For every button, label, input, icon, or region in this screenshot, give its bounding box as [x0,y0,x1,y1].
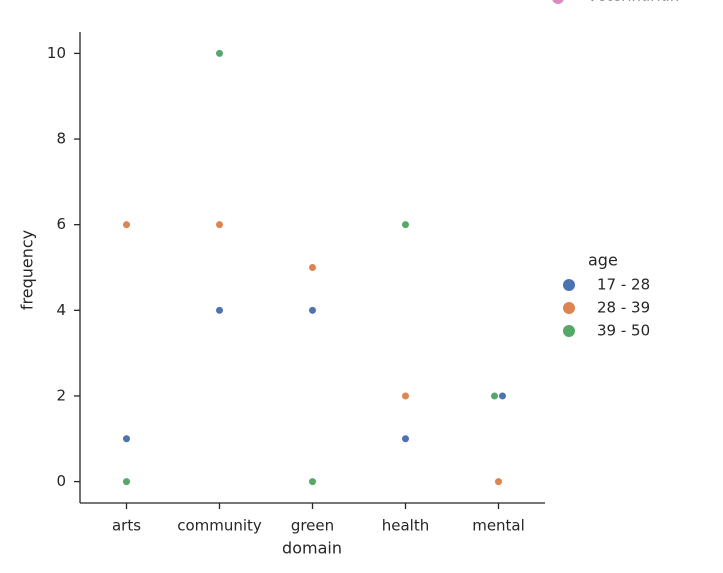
x-tick-label: arts [112,517,141,535]
y-axis-label: frequency [18,230,37,310]
legend-marker [563,325,575,337]
data-point [216,306,223,314]
data-point [402,221,409,229]
data-point [495,478,502,486]
legend-label: 17 - 28 [597,276,650,294]
data-point [309,264,316,271]
data-point [499,392,506,400]
legend-label: veterinarian [588,0,679,5]
x-tick-label: mental [472,517,525,535]
y-tick-label: 0 [56,472,66,490]
data-point [123,221,130,229]
data-point [309,478,316,486]
legend-label: 28 - 39 [597,299,650,317]
y-tick-label: 6 [56,215,66,233]
data-point [402,435,409,443]
y-tick-label: 8 [56,130,66,148]
x-axis-label: domain [282,539,342,558]
data-point [402,392,409,400]
legend-marker [552,0,564,4]
data-point [216,221,223,229]
y-tick-label: 4 [56,301,66,319]
legend-marker [563,279,575,291]
legend-title: age [588,251,618,270]
x-tick-label: community [177,517,262,535]
y-tick-label: 10 [47,44,66,62]
legend-marker [563,302,575,314]
x-tick-label: green [291,517,334,535]
y-tick-label: 2 [56,386,66,404]
x-tick-label: health [382,517,429,535]
data-point [123,478,130,486]
data-point [123,435,130,443]
legend-label: 39 - 50 [597,322,650,340]
data-point [216,49,223,57]
data-point [309,306,316,314]
data-point [491,392,498,400]
